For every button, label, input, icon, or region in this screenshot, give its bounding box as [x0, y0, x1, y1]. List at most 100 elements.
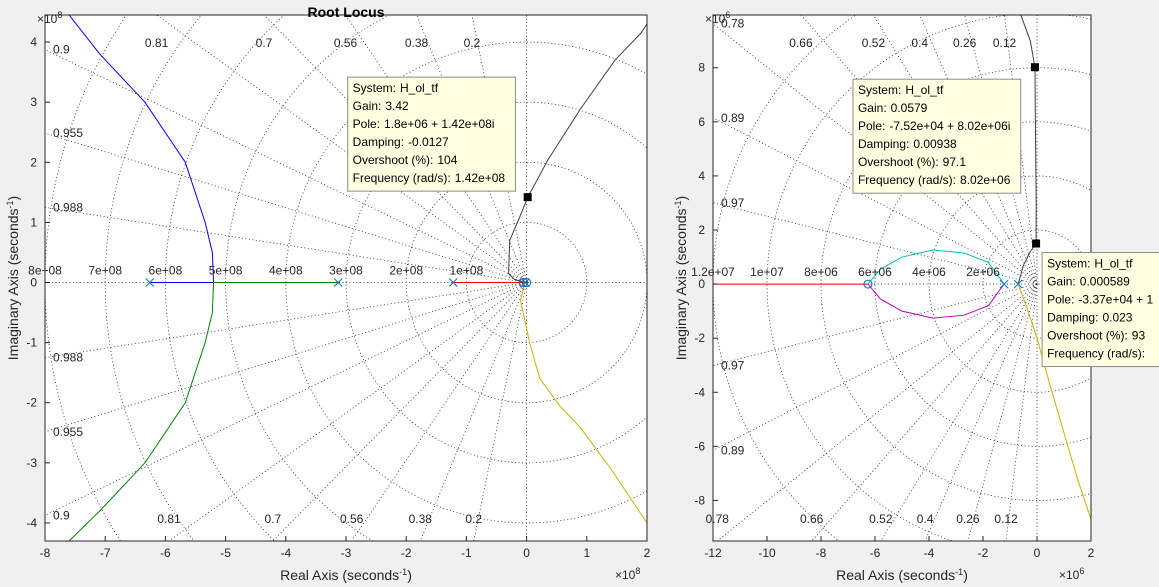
y-tick-label: -1 — [26, 336, 37, 350]
datatip-label: Overshoot (%): — [858, 155, 939, 169]
y-axis-label: Imaginary Axis (seconds-1) — [673, 196, 689, 360]
x-axis-label-part: Real Axis (seconds — [280, 567, 399, 583]
frequency-label: 6e+06 — [858, 265, 892, 279]
datatip-label: System: — [858, 83, 901, 97]
x-tick-label: 1 — [583, 546, 590, 560]
frequency-label: 3e+08 — [329, 264, 363, 278]
zero-marker — [522, 278, 532, 288]
y-axis-label-part: -1 — [5, 200, 15, 208]
y-axis-label-part: ) — [673, 196, 689, 201]
frequency-label: 8e+06 — [804, 265, 838, 279]
y-axis-label: Imaginary Axis (seconds-1) — [5, 196, 21, 360]
datatip: System: H_ol_tf Gain: 0.0579 Pole: -7.52e+04 … — [852, 78, 1022, 194]
damping-label: 0.2 — [465, 512, 482, 526]
datatip-value: 97.1 — [943, 155, 967, 169]
y-exponent-part: 6 — [725, 10, 730, 20]
damping-label: 0.12 — [994, 512, 1018, 526]
damping-label: 0.7 — [265, 512, 282, 526]
damping-label: 0.955 — [53, 126, 83, 140]
x-tick-label: -4 — [280, 546, 291, 560]
y-exponent-part: ×10 — [37, 12, 58, 26]
x-exponent: ×108 — [615, 566, 640, 582]
damping-label: 0.2 — [464, 36, 481, 50]
x-axis-label-part: Real Axis (seconds — [836, 567, 955, 583]
y-tick-label: 3 — [30, 95, 37, 109]
y-tick-label: -6 — [694, 439, 705, 453]
locus-branch — [867, 249, 1005, 285]
y-tick-label: -3 — [26, 456, 37, 470]
x-tick-label: -8 — [816, 546, 827, 560]
datatip-label: Gain: — [353, 99, 382, 113]
damping-label: 0.9 — [53, 43, 70, 57]
frequency-label: 1e+07 — [750, 265, 784, 279]
damping-label: 0.26 — [953, 36, 977, 50]
datatip-label: Gain: — [1047, 275, 1076, 289]
datatip-row: System: H_ol_tf — [353, 81, 439, 95]
y-axis-label-part: Imaginary Axis (seconds — [673, 208, 689, 360]
locus-branch — [1017, 15, 1037, 285]
locus-branch — [1017, 283, 1091, 520]
datatip-box — [1041, 252, 1159, 368]
datatip-value: 0.023 — [1102, 311, 1132, 325]
x-tick-label: -12 — [704, 546, 722, 560]
datatip-row: Damping: 0.023 — [1047, 311, 1133, 325]
locus-branch — [520, 282, 647, 524]
frequency-circle — [465, 221, 588, 344]
y-axis-label-part: ) — [5, 196, 21, 201]
y-tick-label: 0 — [30, 276, 37, 290]
chart-title: Root Locus — [308, 4, 385, 20]
x-exponent-part: ×10 — [615, 568, 636, 582]
damping-label: 0.955 — [53, 425, 83, 439]
locus-branch — [68, 282, 339, 541]
datatip-row: Gain: 0.0579 — [858, 101, 928, 115]
y-tick-label: -4 — [694, 385, 705, 399]
damping-label: 0.56 — [340, 512, 364, 526]
y-tick-label: -4 — [26, 516, 37, 530]
datatip-label: Damping: — [1047, 311, 1098, 325]
datatip-value: 8.02e+06 — [960, 173, 1011, 187]
x-tick-label: 0 — [1034, 546, 1041, 560]
damping-label: 0.988 — [53, 351, 83, 365]
y-tick-label: 0 — [698, 277, 705, 291]
damping-label: 0.78 — [706, 512, 730, 526]
datatip-value: 104 — [437, 153, 457, 167]
damping-label: 0.12 — [993, 36, 1017, 50]
datatip-label: Gain: — [858, 101, 887, 115]
damping-label: 0.52 — [869, 512, 893, 526]
datatip-label: Frequency (rad/s): — [353, 171, 451, 185]
pole-marker — [1013, 279, 1023, 289]
x-tick-label: 0 — [523, 546, 530, 560]
datatip-value: 0.0579 — [891, 101, 928, 115]
datatip-label: Frequency (rad/s): — [858, 173, 956, 187]
datatip-value: H_ol_tf — [905, 83, 944, 97]
frequency-label: 4e+08 — [269, 264, 303, 278]
datatip-value: 1.42e+08 — [455, 171, 506, 185]
damping-label: 0.52 — [862, 36, 886, 50]
frequency-circle — [874, 121, 1091, 447]
x-axis-label: Real Axis (seconds-1) — [836, 567, 968, 583]
locus-branch — [68, 15, 215, 284]
damping-label: 0.89 — [721, 443, 745, 457]
damping-label: 0.56 — [334, 36, 358, 50]
datatip: System: H_ol_tf Gain: 0.000589 Pole: -3.37e+0… — [1041, 252, 1159, 368]
datatip-label: Pole: — [353, 117, 380, 131]
datatip-marker — [1032, 239, 1041, 248]
x-axis-label: Real Axis (seconds-1) — [280, 567, 412, 583]
damping-label: 0.38 — [405, 36, 429, 50]
damping-label: 0.89 — [721, 111, 745, 125]
pole-marker — [999, 279, 1009, 289]
damping-label: 0.97 — [721, 196, 745, 210]
datatip-row: Damping: 0.00938 — [858, 137, 957, 151]
frequency-label: 2e+08 — [389, 264, 423, 278]
damping-label: 0.4 — [911, 36, 928, 50]
datatip-label: System: — [1047, 257, 1090, 271]
damping-label: 0.7 — [256, 36, 273, 50]
x-tick-label: -8 — [40, 546, 51, 560]
datatip-label: Pole: — [858, 119, 885, 133]
y-tick-label: 4 — [30, 35, 37, 49]
datatip-value: -7.52e+04 + 8.02e+06i — [889, 119, 1010, 133]
y-exponent-part: ×10 — [705, 12, 726, 26]
datatip-value: 93 — [1132, 329, 1146, 343]
